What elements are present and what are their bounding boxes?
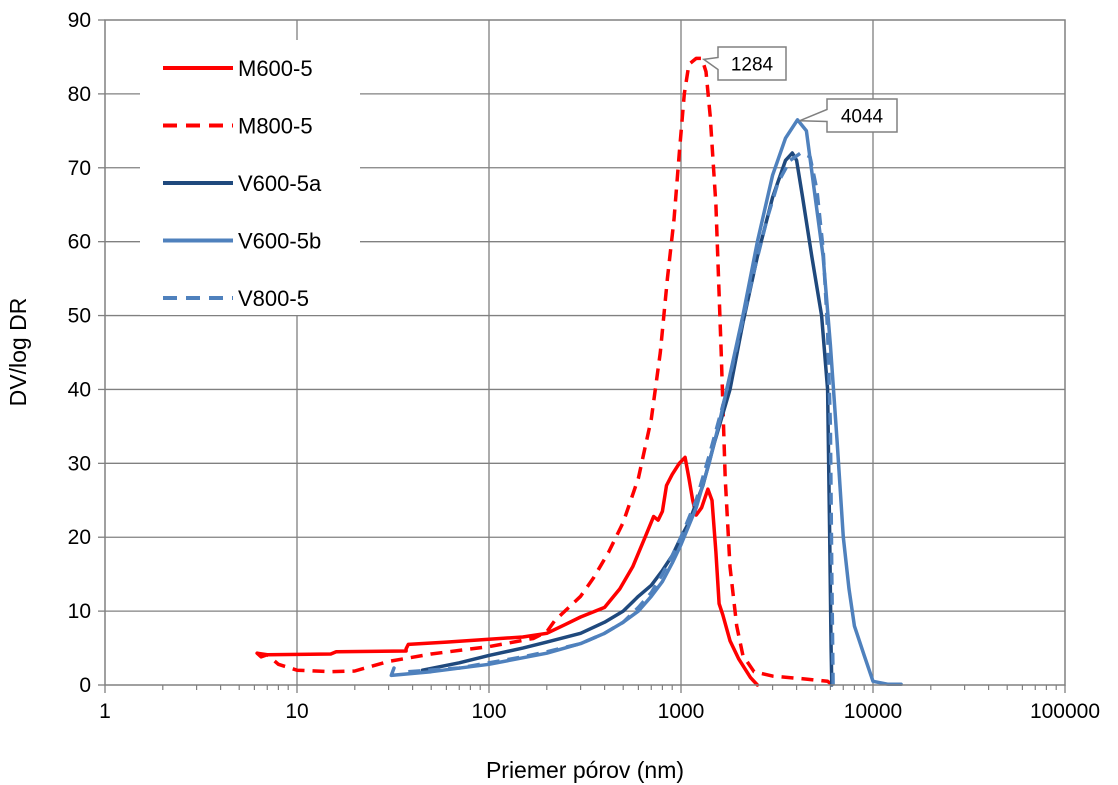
y-axis-title: DV/log DR — [5, 298, 31, 407]
y-tick-label: 50 — [68, 305, 91, 328]
minor-ticks — [98, 19, 1066, 693]
series-layer — [255, 56, 903, 687]
legend: M600-5 M800-5 V600-5a V600-5b V800-5 — [140, 40, 360, 315]
x-tick-label: 1000 — [658, 700, 705, 723]
series-line-v800-5 — [408, 151, 835, 686]
callout-label: 4044 — [841, 107, 884, 128]
series-line-m600-5 — [255, 455, 760, 687]
y-tick-label: 80 — [68, 83, 91, 106]
legend-label-v600-5a: V600-5a — [238, 171, 322, 196]
y-tick-label: 40 — [68, 378, 91, 401]
y-tick-label: 10 — [68, 600, 91, 623]
plot-area-border — [104, 19, 1066, 686]
y-tick-label: 60 — [68, 231, 91, 254]
x-axis-title: Priemer pórov (nm) — [486, 757, 684, 783]
x-tick-label: 100000 — [1030, 700, 1100, 723]
x-tick-label: 10 — [285, 700, 308, 723]
x-tick-label: 100 — [471, 700, 506, 723]
legend-label-v600-5b: V600-5b — [238, 229, 321, 254]
legend-label-v800-5: V800-5 — [238, 286, 309, 311]
x-tick-label: 10000 — [844, 700, 902, 723]
y-tick-label: 0 — [79, 674, 91, 697]
y-tick-label: 90 — [68, 9, 91, 32]
callouts: 1284 4044 — [701, 46, 898, 133]
y-tick-label: 20 — [68, 526, 91, 549]
callout-box — [799, 98, 898, 133]
callout-label: 1284 — [731, 55, 774, 76]
legend-background — [140, 40, 360, 315]
legend-label-m600-5: M600-5 — [238, 56, 313, 81]
x-tick-label: 1 — [99, 700, 111, 723]
y-tick-labels: 0 10 20 30 40 50 60 70 80 90 — [68, 9, 91, 697]
y-tick-label: 30 — [68, 452, 91, 475]
callout-box — [701, 46, 787, 81]
legend-label-m800-5: M800-5 — [238, 114, 313, 139]
x-tick-labels: 1 10 100 1000 10000 100000 — [99, 700, 1100, 723]
y-tick-label: 70 — [68, 157, 91, 180]
